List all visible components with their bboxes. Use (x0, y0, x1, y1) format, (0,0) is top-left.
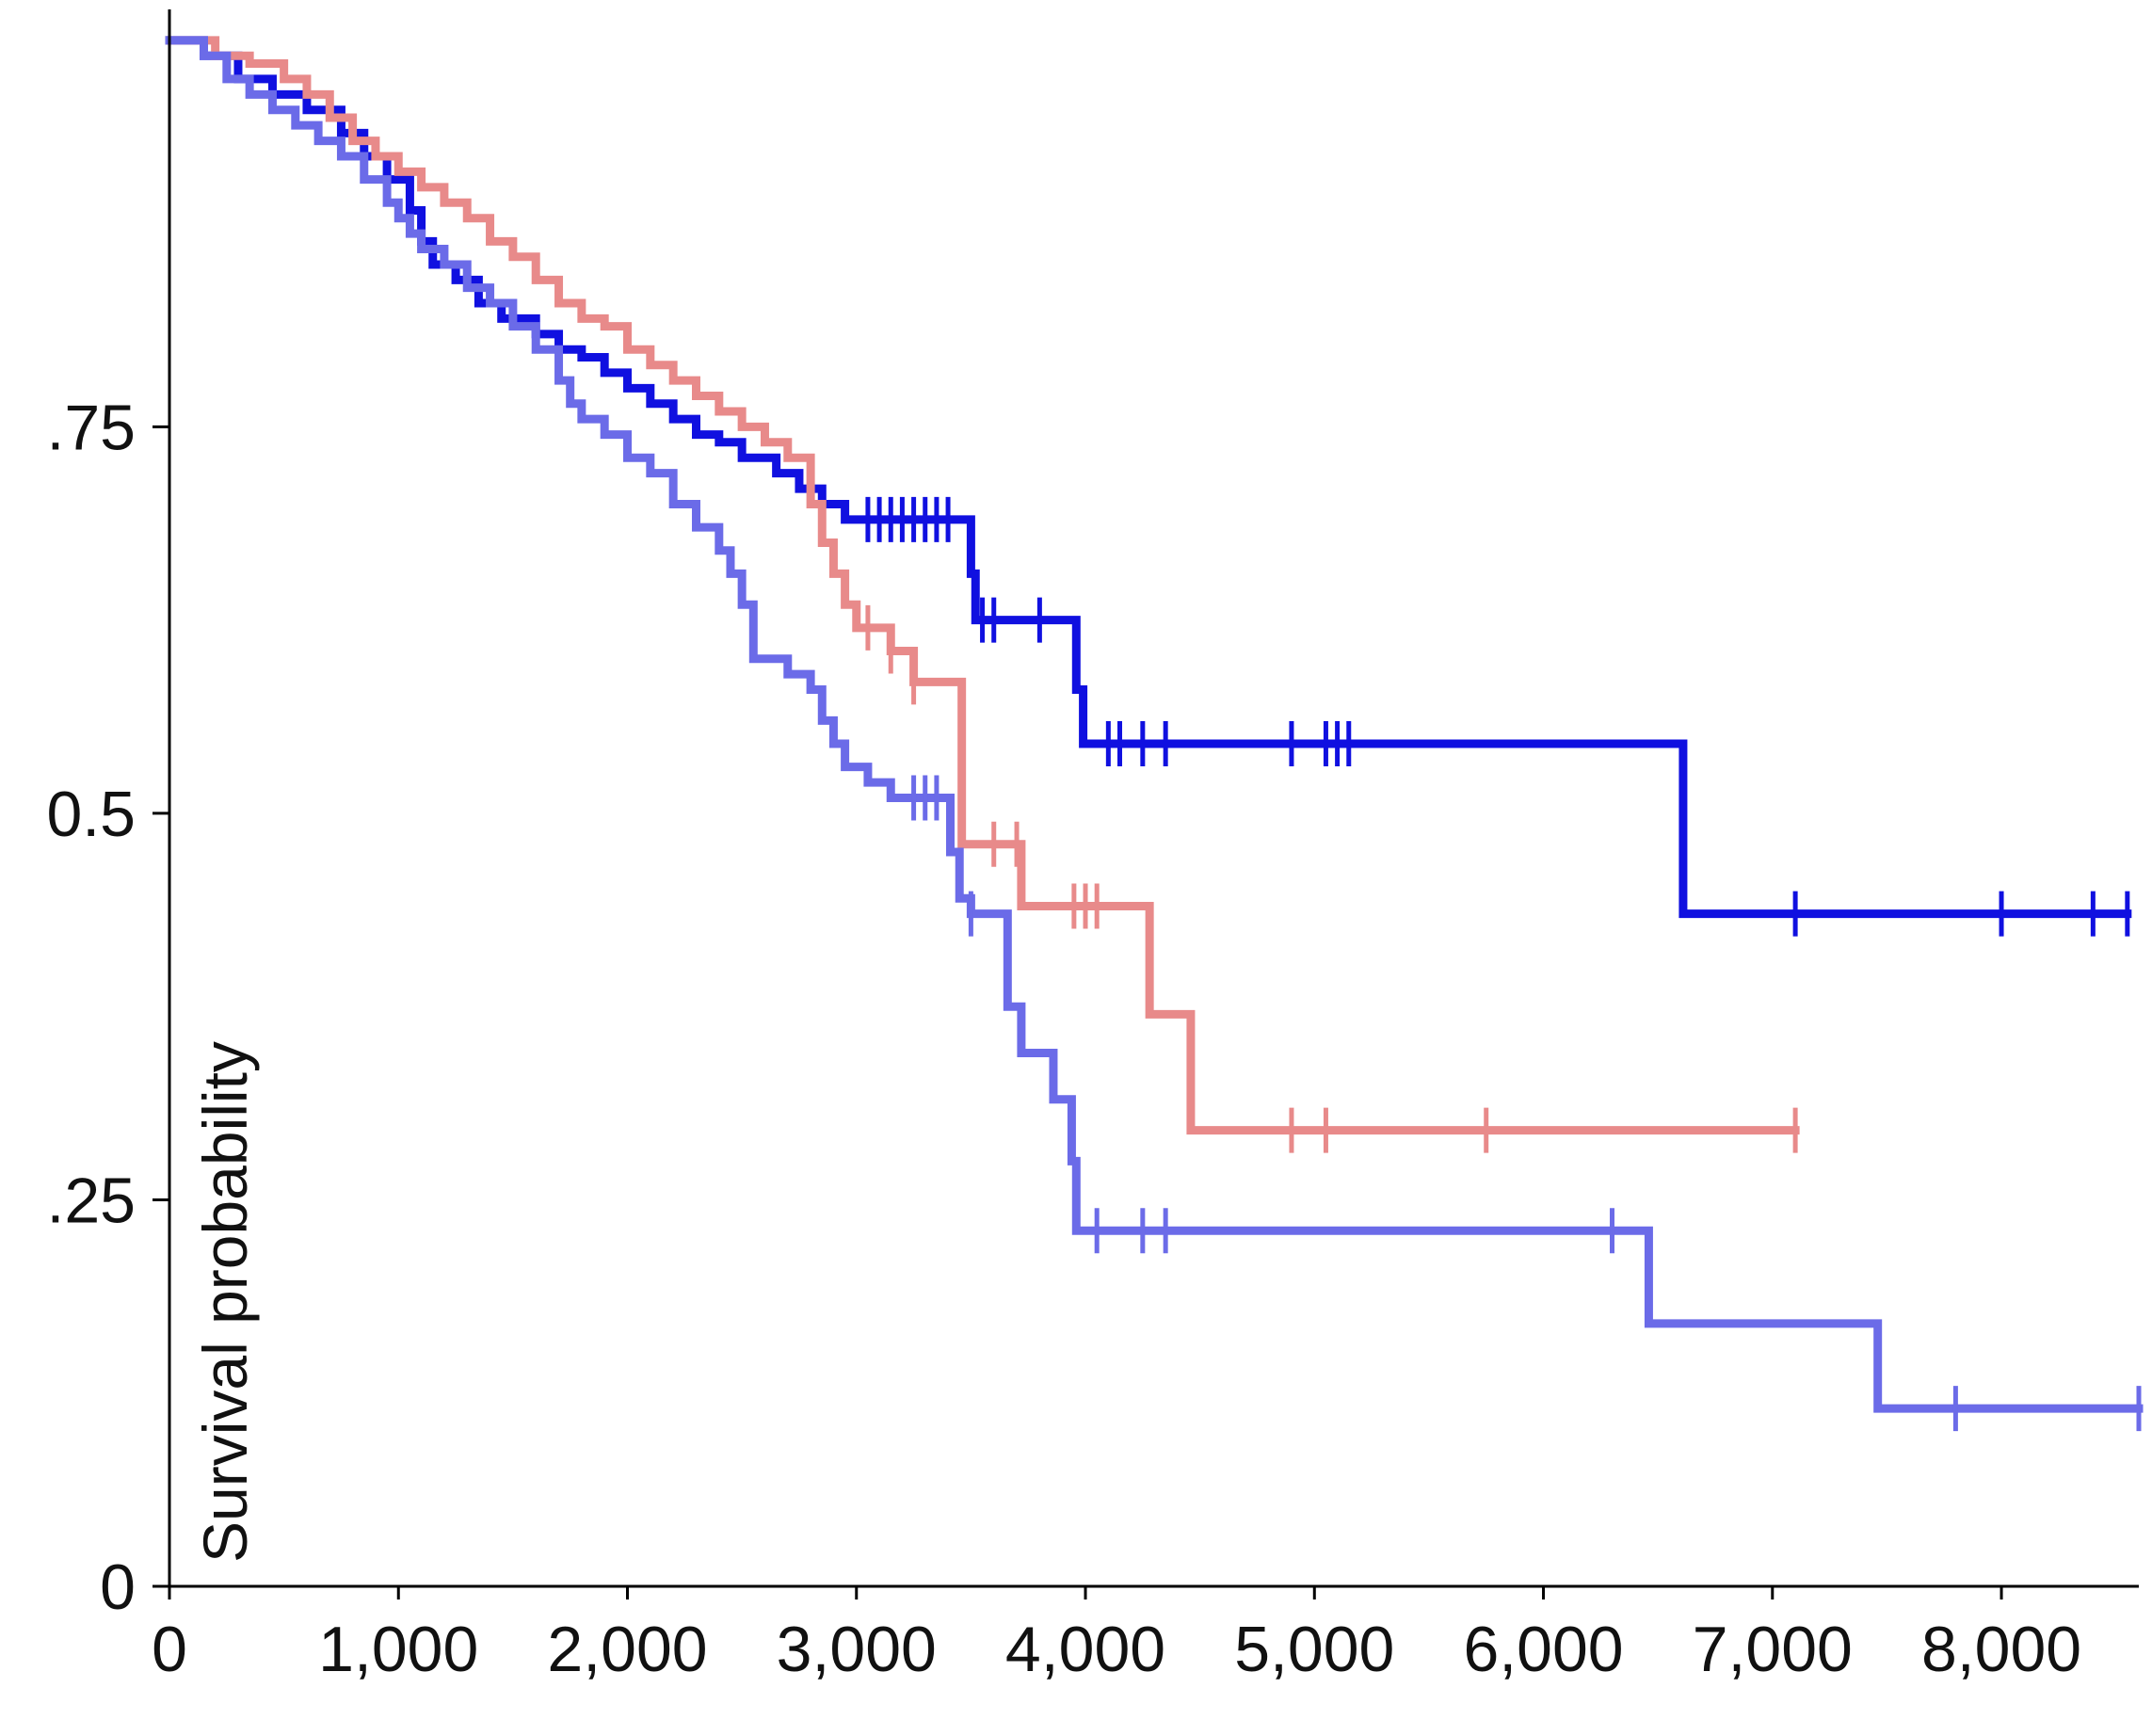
survival-curve (165, 36, 2144, 1413)
y-axis-title: Survival probability (190, 1041, 260, 1563)
x-tick-label: 0 (152, 1614, 187, 1685)
x-tick-label: 2,000 (547, 1614, 707, 1685)
x-tick-label: 7,000 (1693, 1614, 1853, 1685)
y-tick-label: 0 (100, 1551, 136, 1623)
y-tick-label: .25 (46, 1165, 136, 1236)
survival-curve (165, 36, 2132, 919)
x-axis-ticks: 0 1,000 2,000 3,000 4,000 5,000 6,000 7,000 8,00… (152, 1586, 2081, 1685)
survival-series-2 (165, 36, 1800, 1153)
y-tick-label: 0.5 (46, 779, 136, 850)
y-tick-label: .75 (46, 392, 136, 463)
survival-curve (165, 36, 1800, 1135)
plot-area (165, 36, 2144, 1432)
x-tick-label: 1,000 (318, 1614, 478, 1685)
survival-series-1 (165, 36, 2132, 937)
x-tick-label: 4,000 (1005, 1614, 1165, 1685)
x-tick-label: 3,000 (777, 1614, 937, 1685)
survival-series-3 (165, 36, 2144, 1432)
x-tick-label: 5,000 (1234, 1614, 1394, 1685)
x-tick-label: 8,000 (1921, 1614, 2081, 1685)
x-tick-label: 6,000 (1463, 1614, 1623, 1685)
y-axis-ticks: 0 .25 0.5 .75 (46, 392, 169, 1623)
